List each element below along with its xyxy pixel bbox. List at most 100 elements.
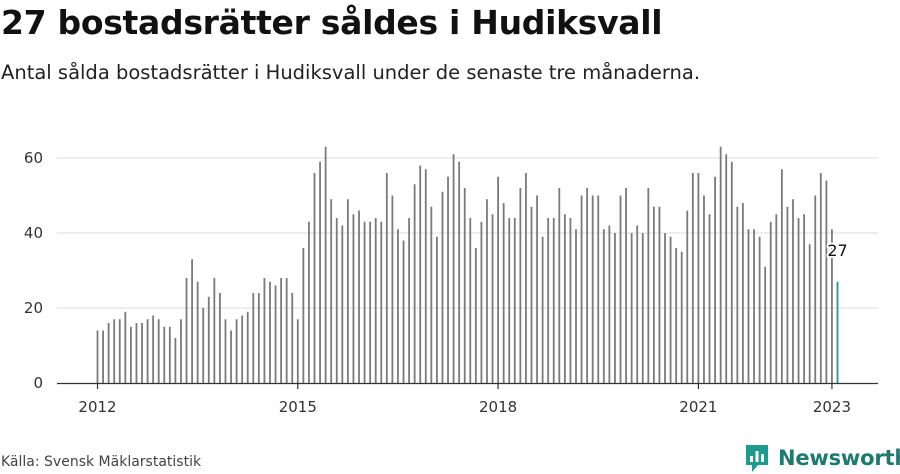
bar xyxy=(747,229,750,383)
bar xyxy=(541,236,544,383)
bar xyxy=(319,161,321,383)
bar xyxy=(252,293,255,383)
bar xyxy=(224,319,227,383)
y-tick-label: 60 xyxy=(24,149,43,167)
bar xyxy=(341,225,344,383)
bar xyxy=(385,173,388,383)
bar xyxy=(107,323,110,383)
bar xyxy=(530,206,533,383)
bar-highlight xyxy=(836,281,839,383)
bar xyxy=(313,173,316,383)
bar xyxy=(358,210,360,383)
bar xyxy=(174,338,177,383)
bar xyxy=(180,319,182,383)
bar xyxy=(608,225,611,383)
bar xyxy=(703,195,705,383)
bar xyxy=(397,229,399,383)
bar xyxy=(163,326,166,383)
bar xyxy=(814,195,817,383)
bar xyxy=(374,218,377,383)
bar xyxy=(691,173,694,383)
bar xyxy=(380,221,383,383)
bar xyxy=(391,195,394,383)
bar xyxy=(714,176,716,383)
bar xyxy=(486,199,488,383)
bar xyxy=(474,248,477,383)
bar xyxy=(263,278,266,383)
bar xyxy=(780,169,783,383)
bar xyxy=(797,218,800,383)
bar xyxy=(335,218,338,383)
bar xyxy=(302,248,305,383)
bar xyxy=(168,326,171,383)
bar xyxy=(469,218,472,383)
bar xyxy=(458,161,461,383)
bar xyxy=(269,281,271,383)
bar xyxy=(419,165,422,383)
bar xyxy=(636,225,639,383)
bar xyxy=(135,323,138,383)
bar xyxy=(775,214,778,383)
bar xyxy=(586,188,589,383)
bar xyxy=(257,293,260,383)
bar xyxy=(330,199,333,383)
bar xyxy=(152,315,155,383)
bar xyxy=(285,278,288,383)
x-tick-label: 2023 xyxy=(813,398,851,416)
bar xyxy=(597,195,600,383)
bar xyxy=(625,188,627,383)
bar xyxy=(113,319,116,383)
bar xyxy=(831,229,833,383)
x-tick-label: 2015 xyxy=(279,398,317,416)
bar xyxy=(502,203,505,383)
bar xyxy=(274,285,277,383)
bar xyxy=(664,233,666,383)
gridlines xyxy=(57,157,878,309)
x-tick-label: 2021 xyxy=(679,398,717,416)
bar xyxy=(508,218,511,383)
bar xyxy=(497,176,499,383)
bar xyxy=(730,161,733,383)
bar xyxy=(280,278,283,383)
bar xyxy=(129,326,132,383)
bar xyxy=(230,330,232,383)
bars xyxy=(96,146,839,383)
bar xyxy=(614,233,616,383)
bar xyxy=(491,214,494,383)
bar xyxy=(185,278,188,383)
bar xyxy=(246,311,249,383)
bar xyxy=(792,199,794,383)
bar xyxy=(686,210,689,383)
bar xyxy=(569,218,572,383)
x-axis: 2012 2015 2018 2021 2023 xyxy=(57,382,878,416)
bar xyxy=(591,195,594,383)
bar xyxy=(213,278,216,383)
bar xyxy=(235,319,238,383)
bar xyxy=(452,154,455,383)
bar xyxy=(296,319,299,383)
bar xyxy=(708,214,711,383)
bar xyxy=(207,296,210,383)
bar xyxy=(552,218,555,383)
bar xyxy=(769,221,772,383)
bar xyxy=(102,330,104,383)
bar xyxy=(575,229,577,383)
bar xyxy=(424,169,427,383)
bar xyxy=(430,206,433,383)
bar xyxy=(547,218,550,383)
bar xyxy=(219,293,221,383)
brand-name: Newsworthy xyxy=(778,446,900,470)
bar xyxy=(758,236,761,383)
bar xyxy=(146,319,149,383)
bar xyxy=(736,206,739,383)
bar xyxy=(764,266,767,383)
bar xyxy=(742,203,744,383)
bar xyxy=(324,146,327,383)
bar xyxy=(669,236,672,383)
bar xyxy=(402,240,405,383)
bar xyxy=(697,173,700,383)
y-tick-label: 0 xyxy=(33,374,43,392)
bar xyxy=(141,323,143,383)
bar xyxy=(536,195,538,383)
bar xyxy=(753,229,755,383)
